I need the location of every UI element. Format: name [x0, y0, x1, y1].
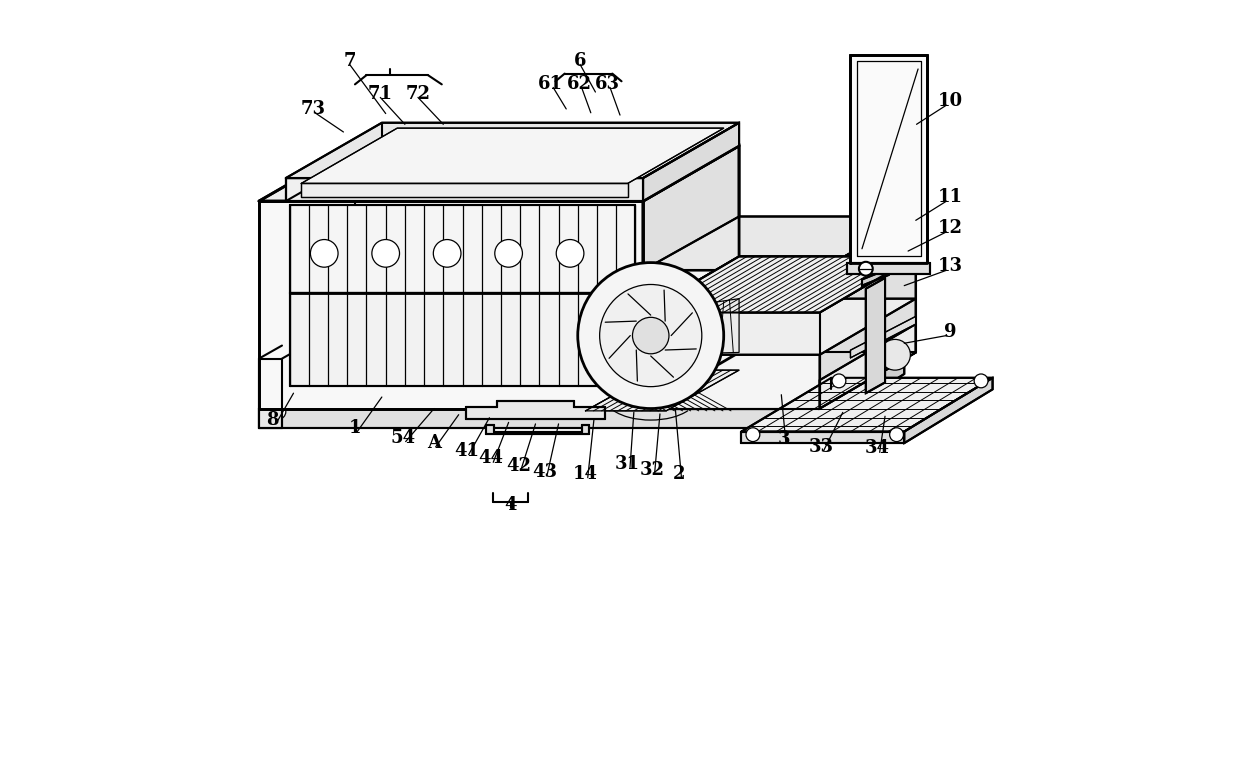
Circle shape: [372, 240, 399, 268]
Circle shape: [270, 404, 286, 419]
Text: 31: 31: [615, 455, 640, 473]
Polygon shape: [862, 269, 889, 285]
Text: 43: 43: [532, 463, 557, 480]
Polygon shape: [820, 324, 916, 409]
Polygon shape: [644, 257, 916, 312]
Text: 34: 34: [864, 439, 890, 457]
Text: 6: 6: [574, 52, 587, 69]
Circle shape: [342, 355, 357, 370]
Polygon shape: [259, 146, 739, 201]
Polygon shape: [644, 123, 739, 201]
Text: 2: 2: [673, 465, 686, 483]
Text: 14: 14: [573, 465, 598, 483]
Polygon shape: [644, 271, 820, 409]
Circle shape: [495, 240, 522, 268]
Polygon shape: [301, 183, 627, 197]
Text: 62: 62: [567, 75, 591, 93]
Circle shape: [433, 240, 461, 268]
Polygon shape: [847, 263, 930, 274]
Polygon shape: [866, 278, 885, 393]
Text: 13: 13: [937, 258, 962, 275]
Text: 12: 12: [937, 219, 962, 237]
Text: A: A: [427, 434, 441, 452]
Text: 9: 9: [944, 323, 956, 341]
Circle shape: [746, 428, 760, 442]
Polygon shape: [585, 370, 739, 411]
Polygon shape: [286, 178, 644, 201]
Polygon shape: [290, 293, 635, 386]
Polygon shape: [644, 146, 739, 409]
Polygon shape: [742, 432, 904, 443]
Text: 3: 3: [777, 430, 790, 448]
Text: 72: 72: [405, 85, 430, 103]
Text: 54: 54: [391, 429, 415, 446]
Polygon shape: [820, 217, 916, 409]
Text: 71: 71: [368, 85, 393, 103]
Circle shape: [889, 428, 904, 442]
Circle shape: [310, 240, 339, 268]
Polygon shape: [644, 257, 916, 312]
Polygon shape: [259, 355, 904, 409]
Circle shape: [557, 240, 584, 268]
Polygon shape: [286, 123, 739, 178]
Circle shape: [796, 405, 812, 420]
Text: 4: 4: [505, 496, 517, 513]
Polygon shape: [259, 201, 644, 409]
Polygon shape: [466, 401, 605, 419]
Text: 73: 73: [300, 100, 325, 118]
Text: 41: 41: [454, 442, 479, 460]
Circle shape: [632, 318, 668, 354]
Polygon shape: [851, 56, 928, 263]
Polygon shape: [301, 128, 724, 183]
Text: 61: 61: [538, 75, 563, 93]
Polygon shape: [290, 205, 635, 293]
Polygon shape: [644, 298, 916, 355]
Text: 44: 44: [479, 449, 503, 467]
Polygon shape: [904, 378, 992, 443]
Text: 7: 7: [343, 52, 356, 69]
Circle shape: [879, 339, 910, 370]
Polygon shape: [644, 298, 739, 355]
Text: 11: 11: [937, 188, 962, 207]
Text: 33: 33: [808, 438, 833, 456]
Circle shape: [859, 262, 873, 276]
Circle shape: [873, 355, 889, 370]
Polygon shape: [259, 359, 281, 428]
Polygon shape: [259, 409, 820, 428]
Text: 32: 32: [640, 461, 665, 479]
Polygon shape: [644, 217, 916, 271]
Circle shape: [832, 374, 846, 388]
Circle shape: [578, 263, 724, 409]
Polygon shape: [851, 316, 916, 358]
Polygon shape: [820, 355, 904, 428]
Circle shape: [600, 284, 702, 386]
Text: 63: 63: [595, 75, 620, 93]
Text: 42: 42: [506, 457, 531, 475]
Circle shape: [975, 374, 988, 388]
Text: 1: 1: [348, 419, 361, 436]
Polygon shape: [486, 426, 589, 434]
Text: 10: 10: [937, 93, 963, 110]
Text: 8: 8: [267, 411, 279, 429]
Polygon shape: [742, 378, 992, 432]
